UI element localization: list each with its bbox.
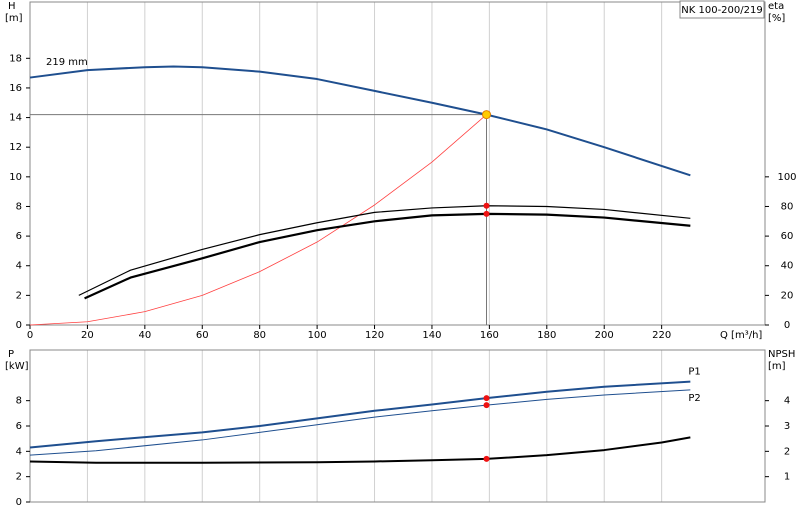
x-tick-label: 180: [537, 330, 556, 341]
y-axis-unit: [kW]: [5, 361, 29, 372]
y-tick-label: 16: [9, 83, 22, 94]
series-label: P1: [688, 367, 700, 378]
curve: [29, 65, 691, 177]
curve: [29, 114, 487, 326]
x-tick-label: 40: [138, 330, 151, 341]
y2-axis-label: NPSH: [768, 349, 795, 360]
y-tick-label: 8: [16, 201, 22, 212]
curve-annotation: 219 mm: [46, 57, 88, 68]
y2-axis-unit: [%]: [768, 13, 785, 24]
x-tick-label: 120: [365, 330, 384, 341]
y-tick-label: 6: [16, 421, 22, 432]
curve: [78, 205, 691, 296]
x-tick-label: 140: [422, 330, 441, 341]
x-tick-label: 60: [196, 330, 209, 341]
x-tick-label: 0: [27, 330, 33, 341]
x-tick-label: 160: [480, 330, 499, 341]
curve: [29, 380, 691, 449]
x-tick-label: 200: [595, 330, 614, 341]
y-axis-unit: [m]: [5, 13, 23, 24]
y-tick-label: 2: [16, 472, 22, 483]
x-tick-label: 100: [308, 330, 327, 341]
y-tick-label: 0: [16, 497, 22, 508]
x-tick-label: 20: [81, 330, 94, 341]
y-tick-label: 2: [16, 290, 22, 301]
y-tick-label: 0: [16, 320, 22, 331]
y-tick-label: 4: [16, 261, 22, 272]
y2-tick-label: 20: [781, 290, 794, 301]
y2-tick-label: 60: [781, 231, 794, 242]
duty-point: [483, 402, 490, 409]
curve: [84, 212, 691, 300]
y2-tick-label: 2: [784, 446, 790, 457]
x-tick-label: 80: [253, 330, 266, 341]
y2-axis-unit: [m]: [768, 361, 786, 372]
x-tick-label: 220: [652, 330, 671, 341]
y2-tick-label: 100: [777, 172, 796, 183]
y-tick-label: 18: [9, 53, 22, 64]
chart-title: NK 100-200/219: [681, 5, 762, 16]
duty-point: [483, 202, 490, 209]
y-tick-label: 10: [9, 172, 22, 183]
y-tick-label: 14: [9, 113, 22, 124]
y-tick-label: 8: [16, 396, 22, 407]
y2-tick-label: 1: [784, 472, 790, 483]
y2-tick-label: 4: [784, 396, 790, 407]
plot-frame: [29, 349, 766, 503]
plot-frame: [29, 1, 766, 326]
y2-tick-label: 40: [781, 261, 794, 272]
y-axis-label: H: [8, 1, 16, 12]
y-axis-label: P: [8, 349, 14, 360]
y2-tick-label: 80: [781, 201, 794, 212]
duty-point: [482, 110, 492, 120]
y-tick-label: 12: [9, 142, 22, 153]
duty-point: [483, 210, 490, 217]
curve: [29, 436, 691, 464]
y-tick-label: 6: [16, 231, 22, 242]
y-tick-label: 4: [16, 446, 22, 457]
curve: [29, 389, 691, 456]
title-box: [679, 0, 765, 19]
duty-point: [483, 455, 490, 462]
series-label: P2: [688, 393, 700, 404]
y2-tick-label: 3: [784, 421, 790, 432]
y2-tick-label: 0: [784, 320, 790, 331]
x-axis-label: Q [m³/h]: [720, 330, 762, 341]
y2-axis-label: eta: [768, 1, 784, 12]
duty-point: [483, 395, 490, 402]
